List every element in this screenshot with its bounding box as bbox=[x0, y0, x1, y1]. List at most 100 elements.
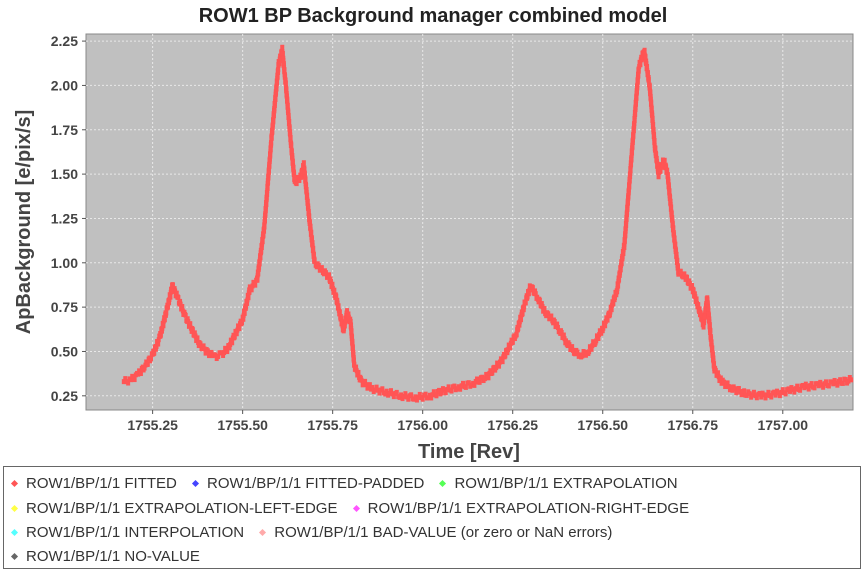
data-point bbox=[831, 381, 836, 387]
data-point bbox=[305, 198, 310, 204]
legend-item: ROW1/BP/1/1 EXTRAPOLATION-LEFT-EDGE bbox=[10, 500, 337, 517]
data-point bbox=[520, 311, 525, 317]
data-point bbox=[255, 277, 260, 283]
data-point bbox=[707, 316, 712, 322]
data-point bbox=[835, 382, 840, 388]
data-point bbox=[416, 394, 421, 400]
data-point bbox=[628, 170, 633, 176]
data-point bbox=[307, 213, 312, 219]
data-point bbox=[838, 377, 843, 383]
data-point bbox=[648, 93, 653, 99]
data-point bbox=[239, 320, 244, 326]
data-point bbox=[497, 363, 502, 369]
data-point bbox=[675, 264, 680, 270]
data-point bbox=[757, 390, 762, 396]
data-point bbox=[546, 311, 551, 317]
data-point bbox=[809, 381, 814, 387]
data-point bbox=[530, 285, 535, 291]
data-point bbox=[687, 280, 692, 286]
data-point bbox=[708, 328, 713, 334]
data-point bbox=[268, 147, 273, 153]
data-point bbox=[652, 137, 657, 143]
data-point bbox=[364, 382, 369, 388]
data-point bbox=[270, 125, 275, 131]
data-point bbox=[230, 340, 235, 346]
data-point bbox=[713, 367, 718, 373]
data-point bbox=[272, 103, 277, 109]
x-tick-label: 1755.75 bbox=[307, 417, 358, 433]
data-point bbox=[356, 369, 361, 375]
data-point bbox=[652, 132, 657, 138]
data-point bbox=[287, 125, 292, 131]
data-point bbox=[615, 286, 620, 292]
data-point bbox=[244, 304, 249, 310]
chart: ROW1 BP Background manager combined mode… bbox=[13, 5, 854, 463]
data-point bbox=[665, 167, 670, 173]
data-point bbox=[649, 99, 654, 105]
data-point bbox=[350, 338, 355, 344]
data-point bbox=[190, 327, 195, 333]
data-point bbox=[709, 336, 714, 342]
data-point bbox=[414, 397, 419, 403]
data-point bbox=[779, 389, 784, 395]
data-point bbox=[666, 182, 671, 188]
data-point bbox=[571, 347, 576, 353]
data-point bbox=[622, 239, 627, 245]
data-point bbox=[336, 303, 341, 309]
data-point bbox=[308, 223, 313, 229]
data-point bbox=[294, 181, 299, 187]
data-point bbox=[167, 300, 172, 306]
data-point bbox=[616, 283, 621, 289]
data-point bbox=[156, 341, 161, 347]
data-point bbox=[634, 95, 639, 101]
data-point bbox=[705, 297, 710, 303]
data-point bbox=[494, 365, 499, 371]
y-tick-label: 1.75 bbox=[51, 122, 78, 138]
data-point bbox=[625, 200, 630, 206]
data-point bbox=[227, 345, 232, 351]
data-point bbox=[603, 323, 608, 329]
data-point bbox=[303, 176, 308, 182]
data-point bbox=[350, 334, 355, 340]
data-point bbox=[818, 379, 823, 385]
data-point bbox=[268, 153, 273, 159]
data-point bbox=[701, 324, 706, 330]
data-point bbox=[821, 384, 826, 390]
data-point bbox=[198, 341, 203, 347]
data-point bbox=[401, 393, 406, 399]
data-point bbox=[580, 353, 585, 359]
data-point bbox=[627, 184, 632, 190]
data-point bbox=[539, 301, 544, 307]
legend-marker-extrapolation bbox=[439, 479, 447, 488]
data-point bbox=[306, 205, 311, 211]
data-point bbox=[281, 61, 286, 67]
data-point bbox=[241, 316, 246, 322]
data-point bbox=[290, 158, 295, 164]
data-point bbox=[443, 390, 448, 396]
data-point bbox=[506, 347, 511, 353]
data-point bbox=[549, 313, 554, 319]
data-point bbox=[280, 44, 285, 50]
data-point bbox=[263, 211, 268, 217]
data-point bbox=[674, 248, 679, 254]
data-point bbox=[792, 389, 797, 395]
data-point bbox=[673, 241, 678, 247]
data-point bbox=[766, 389, 771, 395]
data-point bbox=[730, 387, 735, 393]
data-point bbox=[178, 298, 183, 304]
data-point bbox=[764, 392, 769, 398]
data-point bbox=[486, 375, 491, 381]
data-point bbox=[423, 391, 428, 397]
data-point bbox=[533, 291, 538, 297]
data-point bbox=[373, 387, 378, 393]
data-point bbox=[527, 287, 532, 293]
data-point bbox=[290, 155, 295, 161]
x-tick-label: 1756.25 bbox=[487, 417, 538, 433]
legend-label: ROW1/BP/1/1 INTERPOLATION bbox=[26, 524, 245, 541]
data-point bbox=[712, 361, 717, 367]
data-point bbox=[262, 228, 267, 234]
data-point bbox=[625, 209, 630, 215]
data-point bbox=[310, 240, 315, 246]
data-point bbox=[658, 168, 663, 174]
data-point bbox=[629, 156, 634, 162]
